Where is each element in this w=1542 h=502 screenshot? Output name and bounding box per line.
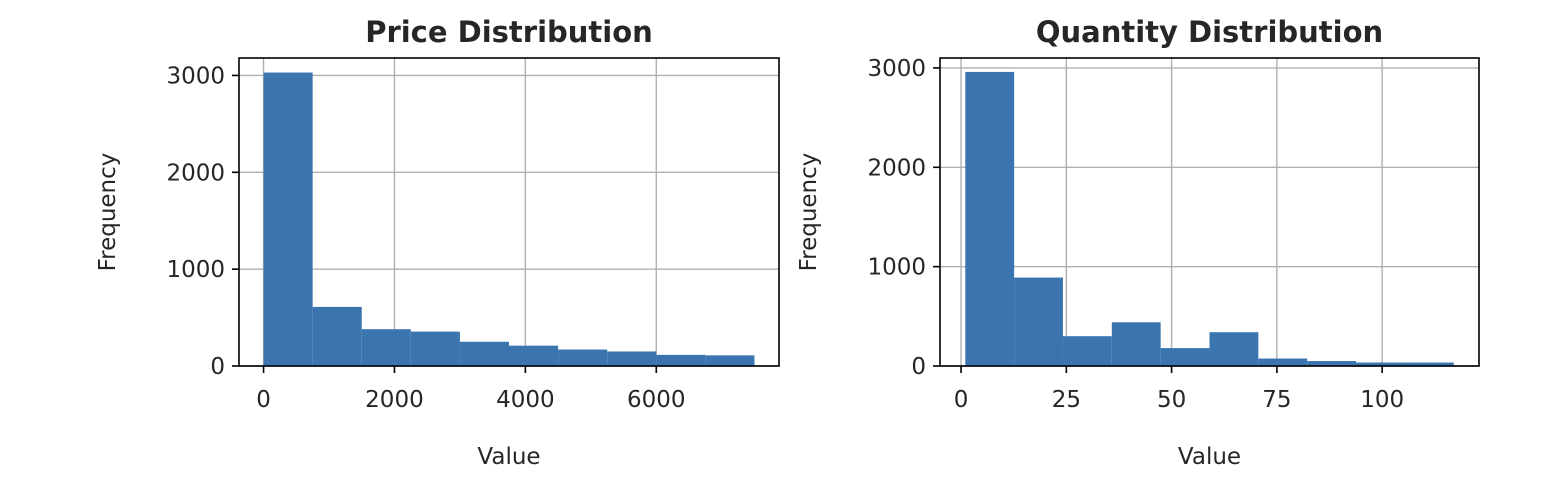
axes-frame [238, 57, 780, 367]
histogram-bar [965, 71, 1015, 367]
bars [965, 71, 1454, 367]
histogram-bar [1404, 362, 1454, 366]
x-tick-label: 75 [1262, 387, 1291, 413]
histogram-bar [1111, 322, 1161, 366]
y-tick-label: 3000 [166, 63, 225, 89]
y-tick-label: 2000 [166, 160, 225, 186]
histogram-bar [1258, 358, 1308, 366]
histogram-bar [1160, 348, 1210, 366]
histogram-bar [1356, 362, 1405, 366]
y-tick-label: 2000 [867, 155, 926, 181]
x-tick-label: 6000 [627, 387, 686, 413]
y-axis-label: Frequency [796, 153, 822, 272]
chart-title: Quantity Distribution [1036, 15, 1383, 49]
histogram-bar [1014, 277, 1063, 366]
y-tick-label: 0 [911, 354, 926, 380]
histogram-bar [263, 72, 313, 366]
histogram-bar [410, 331, 460, 366]
histogram-bar [1307, 361, 1357, 366]
x-axis-label: Value [477, 444, 540, 470]
y-tick-label: 3000 [867, 56, 926, 82]
y-axis-label: Frequency [95, 153, 121, 272]
bars [263, 72, 755, 366]
histogram-bar [361, 329, 411, 366]
histogram-bar [1209, 332, 1259, 366]
histogram-bar [509, 345, 559, 366]
x-tick-label: 0 [954, 387, 969, 413]
x-tick-label: 0 [256, 387, 271, 413]
histogram-bar [656, 354, 706, 366]
x-axis-label: Value [1178, 444, 1241, 470]
y-tick-label: 0 [210, 354, 225, 380]
price-distribution-chart: Price Distribution Value Frequency 0 2000… [95, 15, 780, 470]
x-tick-label: 4000 [496, 387, 555, 413]
chart-title: Price Distribution [365, 15, 653, 49]
histogram-bar [312, 306, 362, 366]
histogram-bar [1062, 336, 1112, 366]
x-tick-label: 2000 [365, 387, 424, 413]
histogram-bar [705, 355, 755, 366]
histogram-bar [607, 351, 657, 366]
quantity-distribution-chart: Quantity Distribution Value Frequency 0 2… [796, 15, 1480, 470]
axes-frame [939, 57, 1480, 367]
x-tick-label: 25 [1052, 387, 1081, 413]
y-tick-label: 1000 [166, 257, 225, 283]
histogram-bar [558, 349, 608, 366]
y-tick-label: 1000 [867, 255, 926, 281]
histogram-bar [459, 341, 509, 366]
x-tick-label: 100 [1360, 387, 1404, 413]
x-tick-label: 50 [1157, 387, 1186, 413]
